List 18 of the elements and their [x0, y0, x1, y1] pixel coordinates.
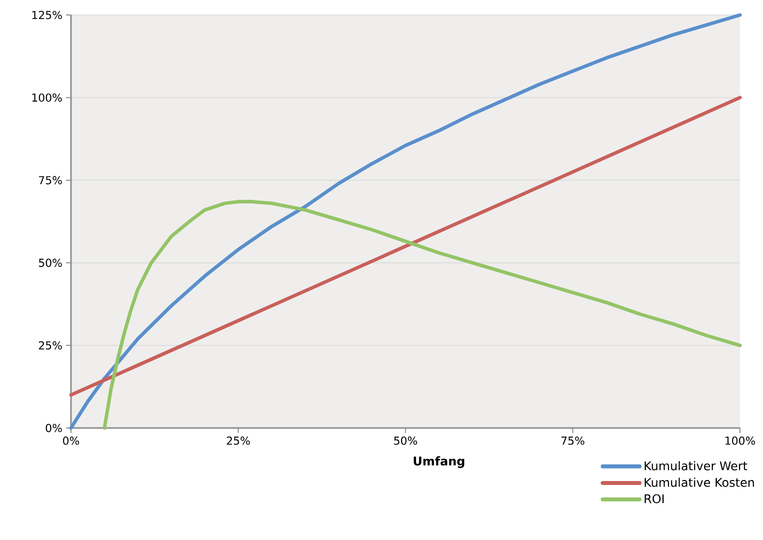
- x-axis-title: Umfang: [414, 456, 464, 468]
- y-tick-label: 0%: [46, 424, 62, 432]
- x-tick-label: 75%: [561, 436, 584, 445]
- y-tick-label: 125%: [32, 10, 62, 20]
- legend-label: ROI: [644, 494, 664, 504]
- y-tick-label: 100%: [32, 93, 62, 102]
- line-series: [102, 200, 742, 430]
- x-tick-label: 0%: [63, 436, 80, 445]
- legend-label: Kumulative Kosten: [644, 478, 754, 487]
- y-tick-label: 25%: [38, 341, 62, 350]
- y-tick-label: 75%: [39, 176, 62, 184]
- line-series: [69, 96, 742, 397]
- x-tick-label: 25%: [226, 436, 250, 445]
- y-tick-label: 50%: [38, 258, 62, 267]
- x-tick-label: 100%: [726, 436, 756, 445]
- line-series: [69, 13, 742, 430]
- legend-label: Kumulativer Wert: [644, 461, 748, 470]
- x-tick-label: 50%: [394, 436, 418, 445]
